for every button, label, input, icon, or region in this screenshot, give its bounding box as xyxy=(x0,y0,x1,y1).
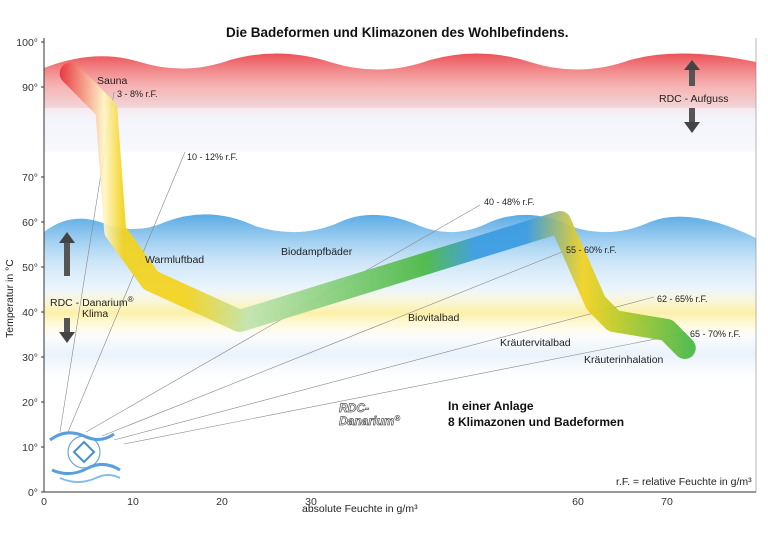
danarium-zone-label-line1: RDC - Danarium xyxy=(50,297,128,309)
danarium-arrow-up-icon xyxy=(59,232,75,243)
label-biodampfbaeder: Biodampfbäder xyxy=(281,246,353,258)
y-tick-label: 20° xyxy=(22,397,38,409)
fan-line-5 xyxy=(113,296,655,441)
y-tick-label: 0° xyxy=(28,487,38,499)
fan-line-4 xyxy=(101,251,563,437)
logo-diamond xyxy=(72,440,96,464)
danarium-arrow-up-shaft xyxy=(64,240,70,276)
x-tick-label: 30 xyxy=(305,496,317,508)
aufguss-range-arrows xyxy=(684,60,700,133)
x-tick-label: 10 xyxy=(127,496,139,508)
danarium-zone-label: RDC - Danarium® xyxy=(50,295,134,309)
brand-logo-line2: Danarium® xyxy=(339,414,400,428)
brand-logo-reg: ® xyxy=(394,414,400,423)
rh-label-65-70: 65 - 70% r.F. xyxy=(690,329,741,339)
aufguss-arrow-down-shaft xyxy=(689,108,695,124)
label-kraeuterinhalation: Kräuterinhalation xyxy=(584,354,664,366)
chart-title: Die Badeformen und Klimazonen des Wohlbe… xyxy=(226,25,569,40)
footnote: r.F. = relative Feuchte in g/m³ xyxy=(616,476,752,488)
x-tick-labels: 0 10 20 30 60 70 xyxy=(41,496,673,508)
y-tick-label: 50° xyxy=(22,262,38,274)
y-tick-label: 90° xyxy=(22,82,38,94)
aufguss-arrow-up-shaft xyxy=(689,68,695,86)
y-tick-label: 100° xyxy=(16,37,38,49)
logo-wave-top xyxy=(49,431,115,442)
brand-line1: In einer Anlage xyxy=(448,399,534,413)
y-tick-labels: 0° 10° 20° 30° 40° 50° 60° 70° 90° 100° xyxy=(16,37,44,499)
x-tick-label: 0 xyxy=(41,496,47,508)
y-tick-label: 70° xyxy=(22,172,38,184)
danarium-arrow-down-icon xyxy=(59,332,75,343)
aufguss-arrow-up-icon xyxy=(684,60,700,70)
y-tick-label: 10° xyxy=(22,442,38,454)
aufguss-zone-lower xyxy=(44,108,756,152)
label-kraeutervitalbad: Kräutervitalbad xyxy=(500,337,571,349)
y-tick-label: 30° xyxy=(22,352,38,364)
rh-label-10-12: 10 - 12% r.F. xyxy=(187,152,238,162)
y-tick-label: 40° xyxy=(22,307,38,319)
danarium-zone-reg: ® xyxy=(128,295,134,304)
rh-label-55-60: 55 - 60% r.F. xyxy=(566,245,617,255)
brand-logo-line1: RDC- xyxy=(339,401,369,415)
logo-wave-bottom2 xyxy=(59,474,121,483)
rh-label-3-8: 3 - 8% r.F. xyxy=(117,89,158,99)
rh-label-62-65: 62 - 65% r.F. xyxy=(657,294,708,304)
y-tick-label: 60° xyxy=(22,217,38,229)
x-tick-label: 70 xyxy=(661,496,673,508)
aufguss-arrow-down-icon xyxy=(684,122,700,133)
danarium-logo-icon xyxy=(49,431,121,483)
danarium-zone-label-line2: Klima xyxy=(82,308,108,320)
aufguss-zone-label: RDC - Aufguss xyxy=(659,93,728,105)
rh-label-40-48: 40 - 48% r.F. xyxy=(484,197,535,207)
danarium-arrow-down-shaft xyxy=(64,318,70,334)
logo-wave-bottom xyxy=(51,463,121,475)
fan-line-6 xyxy=(123,332,687,445)
fan-line-2 xyxy=(67,151,186,433)
x-axis-label: absolute Feuchte in g/m³ xyxy=(302,503,418,515)
brand-logo-name: Danarium xyxy=(339,414,395,428)
label-sauna: Sauna xyxy=(97,75,128,87)
y-axis-label: Temperatur in °C xyxy=(4,259,16,338)
label-warmluftbad: Warmluftbad xyxy=(145,254,204,266)
x-tick-label: 20 xyxy=(216,496,228,508)
label-biovitalbad: Biovitalbad xyxy=(408,312,460,324)
danarium-range-arrows xyxy=(59,232,75,343)
low-blue-band xyxy=(44,330,756,380)
brand-line2: 8 Klimazonen und Badeformen xyxy=(448,415,624,429)
bath-climate-path xyxy=(59,62,696,359)
x-tick-label: 60 xyxy=(572,496,584,508)
